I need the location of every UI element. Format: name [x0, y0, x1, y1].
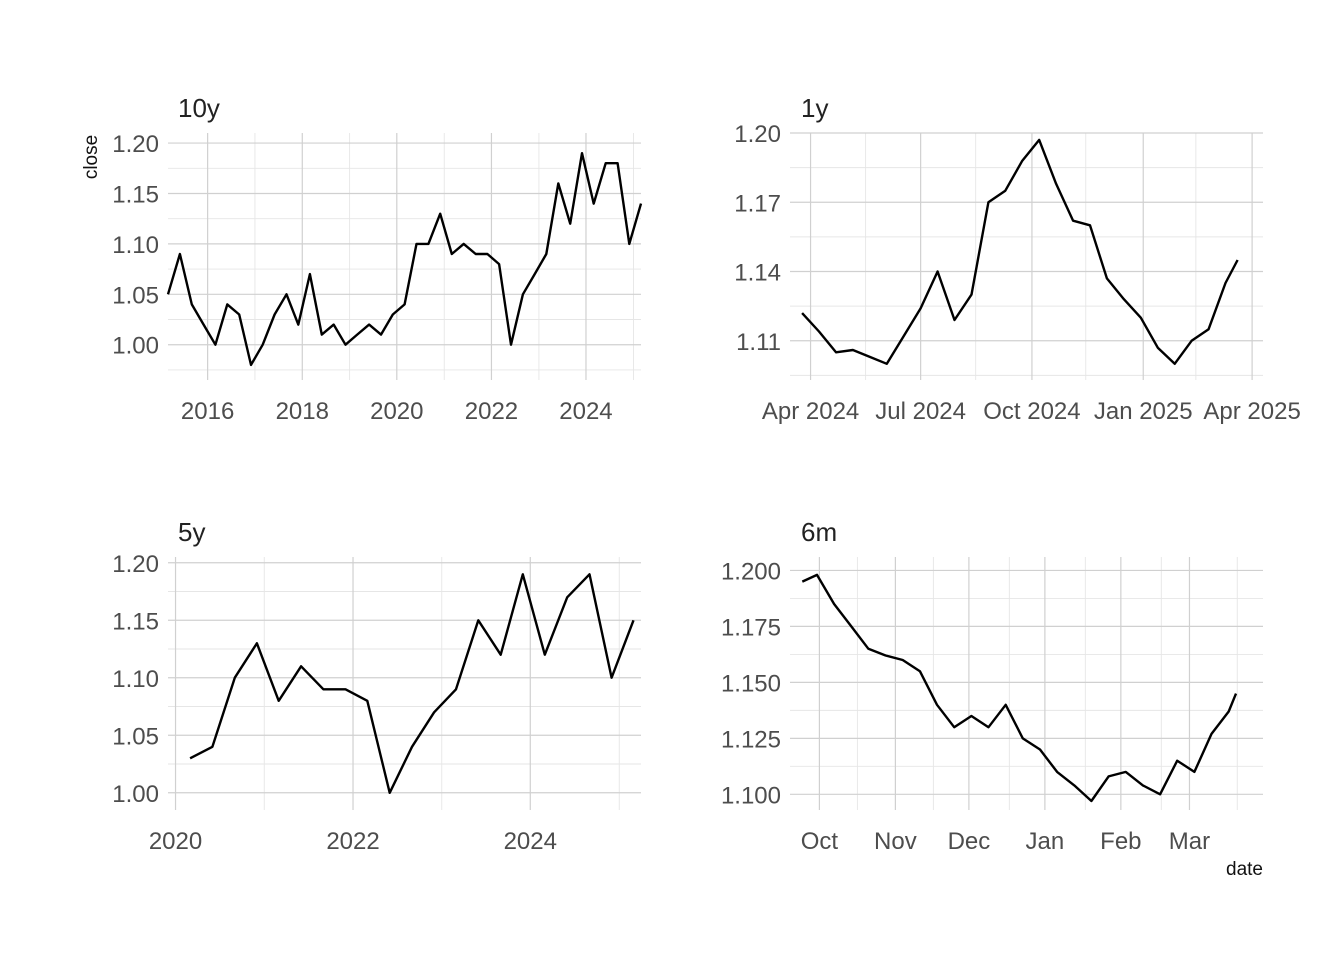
- x-tick-label: Mar: [1169, 828, 1210, 855]
- panel-10y: 2016 2018 2020 2022 2024 1.00 1.05 1.10 1.15 1.20…: [112, 93, 643, 425]
- x-tick-label: 2016: [181, 398, 234, 425]
- y-tick-label: 1.15: [112, 181, 159, 208]
- x-tick-label: Oct: [801, 828, 839, 855]
- y-tick-label: 1.200: [721, 558, 781, 585]
- x-tick-label: 2024: [559, 398, 612, 425]
- chart-panels: 2016 2018 2020 2022 2024 1.00 1.05 1.10 1.15 1.20…: [112, 93, 1301, 855]
- panel-title: 5y: [178, 517, 205, 547]
- x-tick-label: Apr 2025: [1203, 398, 1300, 425]
- x-tick-label: Jan 2025: [1094, 398, 1193, 425]
- panel-title: 6m: [801, 517, 837, 547]
- y-tick-label: 1.00: [112, 781, 159, 808]
- x-tick-label: 2020: [149, 828, 202, 855]
- x-tick-label: Jan: [1026, 828, 1065, 855]
- panel-5y: 2020 2022 2024 1.00 1.05 1.10 1.15 1.20 5y: [112, 517, 641, 855]
- panel-title: 1y: [801, 93, 828, 123]
- y-tick-label: 1.14: [734, 260, 781, 287]
- x-tick-label: 2024: [504, 828, 557, 855]
- panel-1y: Apr 2024 Jul 2024 Oct 2024 Jan 2025 Apr 2025…: [734, 93, 1301, 425]
- grid: [168, 133, 641, 380]
- grid: [790, 557, 1263, 810]
- y-tick-label: 1.00: [112, 333, 159, 360]
- y-tick-label: 1.175: [721, 614, 781, 641]
- close-series-line: [801, 138, 1239, 365]
- y-tick-label: 1.100: [721, 782, 781, 809]
- x-tick-label: 2020: [370, 398, 423, 425]
- grid: [790, 132, 1263, 380]
- x-tick-label: Oct 2024: [983, 398, 1080, 425]
- y-tick-label: 1.20: [734, 121, 781, 148]
- x-tick-label: Nov: [874, 828, 917, 855]
- y-tick-label: 1.10: [112, 666, 159, 693]
- x-tick-label: Jul 2024: [875, 398, 966, 425]
- x-tick-label: Apr 2024: [762, 398, 859, 425]
- y-axis-title: close: [81, 135, 102, 179]
- y-tick-label: 1.15: [112, 608, 159, 635]
- x-axis-title: date: [1226, 859, 1263, 880]
- grid: [168, 557, 641, 810]
- y-tick-label: 1.10: [112, 232, 159, 259]
- x-tick-label: 2022: [465, 398, 518, 425]
- close-series-line: [189, 573, 635, 794]
- y-tick-label: 1.05: [112, 282, 159, 309]
- panel-title: 10y: [178, 93, 220, 123]
- panel-6m: Oct Nov Dec Jan Feb Mar 1.100 1.125 1.150 1.175 1.…: [721, 517, 1263, 855]
- y-tick-label: 1.20: [112, 131, 159, 158]
- y-tick-label: 1.20: [112, 551, 159, 578]
- x-tick-label: Dec: [948, 828, 991, 855]
- y-tick-label: 1.17: [734, 190, 781, 217]
- y-tick-label: 1.150: [721, 670, 781, 697]
- x-tick-label: 2018: [276, 398, 329, 425]
- close-series-line: [166, 151, 643, 367]
- x-tick-label: Feb: [1100, 828, 1141, 855]
- y-tick-label: 1.125: [721, 726, 781, 753]
- y-tick-label: 1.05: [112, 723, 159, 750]
- y-tick-label: 1.11: [736, 329, 781, 356]
- x-tick-label: 2022: [326, 828, 379, 855]
- close-series-line: [801, 573, 1238, 803]
